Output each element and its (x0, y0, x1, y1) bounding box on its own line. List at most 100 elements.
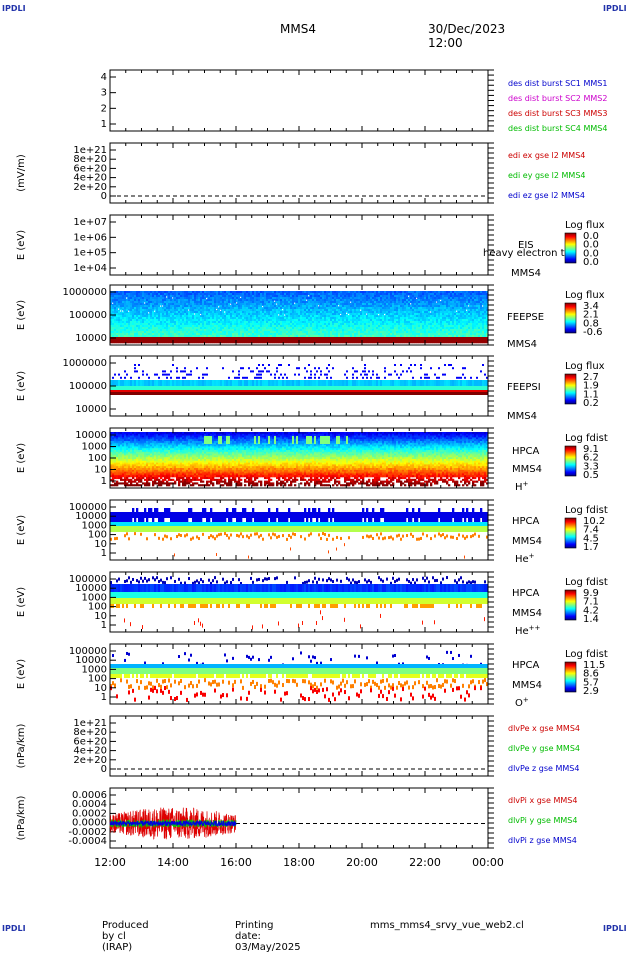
legend-entry-p10: dlvPe y gse MMS4 (508, 744, 580, 753)
corner-label-top-left: IPDLI (2, 4, 26, 13)
plot-frame-p1 (110, 70, 488, 131)
ylabel-p5: E (eV) (16, 371, 27, 401)
colorbar-tick-p3: 0.0 (583, 257, 599, 268)
footer-printing-date: Printing date: 03/May/2025 (235, 920, 301, 953)
ytick-label-p1: 3 (101, 88, 107, 99)
corner-label-bottom-right: IPDLI (603, 924, 627, 933)
instrument-label-p7: HPCA (512, 516, 540, 527)
ytick-label-p3: 1e+04 (73, 263, 107, 274)
ylabel-p4: E (eV) (16, 300, 27, 330)
plot-frame-p3 (110, 215, 488, 275)
ylabel-p6: E (eV) (16, 443, 27, 473)
ytick-label-p3: 1e+06 (73, 232, 107, 243)
footer-script-name: mms_mms4_srvy_vue_web2.cl (370, 920, 524, 931)
species-label-p9: O+ (515, 696, 529, 709)
legend-entry-p1: des dist burst SC3 MMS3 (508, 109, 607, 118)
legend-entry-p1: des dist burst SC1 MMS1 (508, 79, 607, 88)
ytick-label-p6: 10 (94, 465, 107, 476)
panel-p10: 02e+204e+206e+208e+201e+21(nPa/km)dlvPe … (16, 716, 580, 776)
header-datetime: 30/Dec/2023 12:00 (428, 22, 505, 50)
instrument-label-p9: HPCA (512, 660, 540, 671)
xtick-label: 00:00 (472, 856, 504, 869)
panel-p11: -0.0004-0.00020.00000.00020.00040.0006(n… (16, 788, 577, 848)
overlay-label-p3: heavy electron ta (483, 248, 571, 259)
colorbar-title-p6: Log fdist (565, 433, 608, 444)
xtick-label: 20:00 (346, 856, 378, 869)
ytick-label-p1: 4 (101, 72, 107, 83)
legend-entry-p11: dlvPi z gse MMS4 (508, 836, 577, 845)
spectrogram-p7 (110, 508, 488, 559)
species-label-p8: He++ (515, 624, 541, 637)
ytick-label-p9: 100000 (69, 646, 107, 657)
colorbar-title-p3: Log flux (565, 220, 605, 231)
xtick-label: 12:00 (94, 856, 126, 869)
spectrogram-p5 (110, 364, 488, 395)
colorbar-p5 (565, 374, 576, 404)
legend-entry-p10: dlvPe z gse MMS4 (508, 764, 579, 773)
instrument-label-p9: MMS4 (512, 680, 542, 691)
legend-entry-p11: dlvPi y gse MMS4 (508, 816, 577, 825)
colorbar-title-p8: Log fdist (565, 577, 608, 588)
ylabel-p10: (nPa/km) (16, 724, 27, 769)
ytick-label-p6: 1000 (82, 442, 107, 453)
ytick-label-p8: 100000 (69, 574, 107, 585)
ylabel-p9: E (eV) (16, 659, 27, 689)
instrument-label-p5: MMS4 (507, 411, 537, 422)
colorbar-tick-p7: 1.7 (583, 542, 599, 553)
colorbar-p9 (565, 662, 576, 692)
footer-produced-by: Produced by cl (IRAP) (102, 920, 149, 953)
instrument-label-p3: MMS4 (511, 268, 541, 279)
ytick-label-p4: 10000 (75, 333, 107, 344)
ytick-label-p6: 1 (101, 476, 107, 487)
colorbar-tick-p8: 1.4 (583, 614, 599, 625)
spectrogram-p8 (110, 576, 488, 629)
corner-label-bottom-left: IPDLI (2, 924, 26, 933)
instrument-label-p6: MMS4 (512, 464, 542, 475)
ylabel-p8: E (eV) (16, 587, 27, 617)
xtick-label: 18:00 (283, 856, 315, 869)
instrument-label-p8: HPCA (512, 588, 540, 599)
ytick-label-p1: 2 (101, 103, 107, 114)
ytick-label-p4: 100000 (69, 310, 107, 321)
legend-entry-p2: edi ey gse l2 MMS4 (508, 171, 586, 180)
ylabel-p7: E (eV) (16, 515, 27, 545)
ytick-label-p5: 100000 (69, 381, 107, 392)
colorbar-title-p5: Log flux (565, 361, 605, 372)
ytick-label-p6: 100 (88, 453, 107, 464)
colorbar-p4 (565, 303, 576, 333)
ytick-label-p6: 10000 (75, 430, 107, 441)
colorbar-p6 (565, 446, 576, 476)
xtick-label: 14:00 (157, 856, 189, 869)
colorbar-p8 (565, 590, 576, 620)
species-label-p7: He+ (515, 552, 535, 565)
ytick-label-p3: 1e+05 (73, 248, 107, 259)
header-spacecraft: MMS4 (280, 22, 316, 36)
spectrogram-p6 (110, 432, 488, 486)
ytick-label-p4: 1000000 (62, 287, 107, 298)
legend-entry-p10: dlvPe x gse MMS4 (508, 724, 580, 733)
species-label-p6: H+ (515, 480, 529, 493)
instrument-label-p8: MMS4 (512, 608, 542, 619)
colorbar-title-p4: Log flux (565, 290, 605, 301)
xtick-label: 16:00 (220, 856, 252, 869)
spectrogram-p9 (110, 651, 488, 702)
ytick-label-p11: 0.0006 (72, 790, 107, 801)
colorbar-title-p9: Log fdist (565, 649, 608, 660)
ytick-label-p7: 100000 (69, 502, 107, 513)
instrument-label-p5: FEEPSI (507, 382, 541, 393)
colorbar-p7 (565, 518, 576, 548)
colorbar-tick-p6: 0.5 (583, 470, 599, 481)
spectrogram-p4 (110, 291, 488, 343)
ytick-label-p10: 1e+21 (73, 718, 107, 729)
colorbar-title-p7: Log fdist (565, 505, 608, 516)
instrument-label-p6: HPCA (512, 446, 540, 457)
instrument-label-p4: MMS4 (507, 339, 537, 350)
